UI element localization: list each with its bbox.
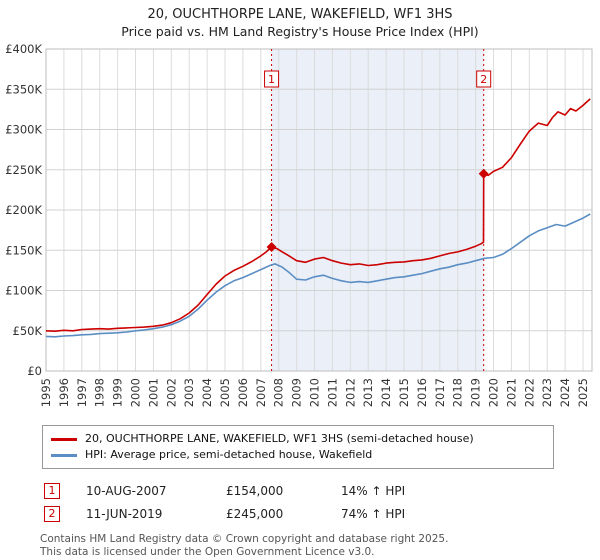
svg-text:2009: 2009 — [290, 378, 304, 407]
svg-text:2024: 2024 — [558, 378, 572, 407]
legend-swatch-property — [51, 437, 77, 441]
svg-text:2011: 2011 — [325, 378, 339, 407]
page-subtitle: Price paid vs. HM Land Registry's House … — [121, 24, 479, 39]
svg-text:2002: 2002 — [164, 378, 178, 407]
sale-annotations: 1 10-AUG-2007 £154,000 14% ↑ HPI 2 11-JU… — [44, 479, 600, 525]
sale-number-box — [264, 70, 280, 88]
page-title: 20, OUCHTHORPE LANE, WAKEFIELD, WF1 3HS — [147, 7, 453, 22]
series-line — [45, 213, 591, 338]
svg-text:2019: 2019 — [469, 378, 483, 407]
svg-text:2022: 2022 — [522, 378, 536, 407]
sale-price-1: £154,000 — [226, 483, 284, 498]
svg-text:£400K: £400K — [5, 42, 42, 56]
svg-text:2008: 2008 — [272, 378, 286, 407]
svg-text:£200K: £200K — [5, 203, 42, 217]
sale-row-1: 1 10-AUG-2007 £154,000 14% ↑ HPI — [44, 479, 600, 502]
svg-text:1: 1 — [268, 73, 275, 86]
svg-text:2012: 2012 — [343, 378, 357, 407]
svg-text:2025: 2025 — [576, 378, 590, 407]
svg-text:2001: 2001 — [146, 378, 160, 407]
sale-date-2: 11-JUN-2019 — [86, 506, 163, 521]
svg-text:£150K: £150K — [5, 243, 42, 257]
svg-text:2013: 2013 — [361, 378, 375, 407]
svg-text:2004: 2004 — [200, 378, 214, 407]
svg-text:1995: 1995 — [39, 378, 53, 407]
sale-price-2: £245,000 — [226, 506, 284, 521]
sale-number-box — [476, 70, 492, 88]
svg-text:£0: £0 — [27, 364, 42, 378]
svg-text:1997: 1997 — [75, 378, 89, 407]
svg-text:2005: 2005 — [218, 378, 232, 407]
legend: 20, OUCHTHORPE LANE, WAKEFIELD, WF1 3HS … — [42, 425, 554, 469]
legend-swatch-hpi — [51, 453, 77, 457]
legend-label-hpi: HPI: Average price, semi-detached house,… — [85, 448, 373, 461]
svg-text:1999: 1999 — [111, 378, 125, 407]
svg-text:£100K: £100K — [5, 284, 42, 298]
legend-row-hpi: HPI: Average price, semi-detached house,… — [51, 447, 545, 463]
footer-line-2: This data is licensed under the Open Gov… — [40, 546, 375, 558]
svg-text:2000: 2000 — [129, 378, 143, 407]
sale-point-marker — [478, 168, 489, 179]
legend-row-property: 20, OUCHTHORPE LANE, WAKEFIELD, WF1 3HS … — [51, 431, 545, 447]
sale-hpi-delta-1: 14% ↑ HPI — [341, 483, 406, 498]
svg-text:2023: 2023 — [540, 378, 554, 407]
svg-text:£350K: £350K — [5, 82, 42, 96]
sale-number-badge-2: 2 — [44, 505, 60, 522]
legend-label-property: 20, OUCHTHORPE LANE, WAKEFIELD, WF1 3HS … — [85, 432, 474, 445]
sale-point-marker — [266, 242, 277, 253]
license-footer: Contains HM Land Registry data © Crown c… — [40, 533, 600, 559]
svg-text:£50K: £50K — [13, 324, 43, 338]
svg-text:2018: 2018 — [451, 378, 465, 407]
svg-text:2007: 2007 — [254, 378, 268, 407]
svg-text:£300K: £300K — [5, 123, 42, 137]
sale-hpi-delta-2: 74% ↑ HPI — [341, 506, 406, 521]
svg-text:2010: 2010 — [308, 378, 322, 407]
sale-number-badge-1: 1 — [44, 482, 60, 499]
sale-row-2: 2 11-JUN-2019 £245,000 74% ↑ HPI — [44, 502, 600, 525]
svg-text:1998: 1998 — [93, 378, 107, 407]
svg-text:£250K: £250K — [5, 163, 42, 177]
svg-text:1996: 1996 — [57, 378, 71, 407]
svg-text:2021: 2021 — [504, 378, 518, 407]
svg-text:2017: 2017 — [433, 378, 447, 407]
svg-text:2003: 2003 — [182, 378, 196, 407]
svg-text:2020: 2020 — [487, 378, 501, 407]
sale-date-1: 10-AUG-2007 — [86, 483, 167, 498]
svg-text:2016: 2016 — [415, 378, 429, 407]
svg-text:2006: 2006 — [236, 378, 250, 407]
footer-line-1: Contains HM Land Registry data © Crown c… — [40, 533, 449, 545]
svg-text:2014: 2014 — [379, 378, 393, 407]
series-line — [45, 98, 591, 333]
svg-text:2: 2 — [480, 73, 487, 86]
svg-text:2015: 2015 — [397, 378, 411, 407]
price-chart: £0 £50K £100K £150K £200K £250K £300K £350K £400… — [5, 42, 593, 407]
